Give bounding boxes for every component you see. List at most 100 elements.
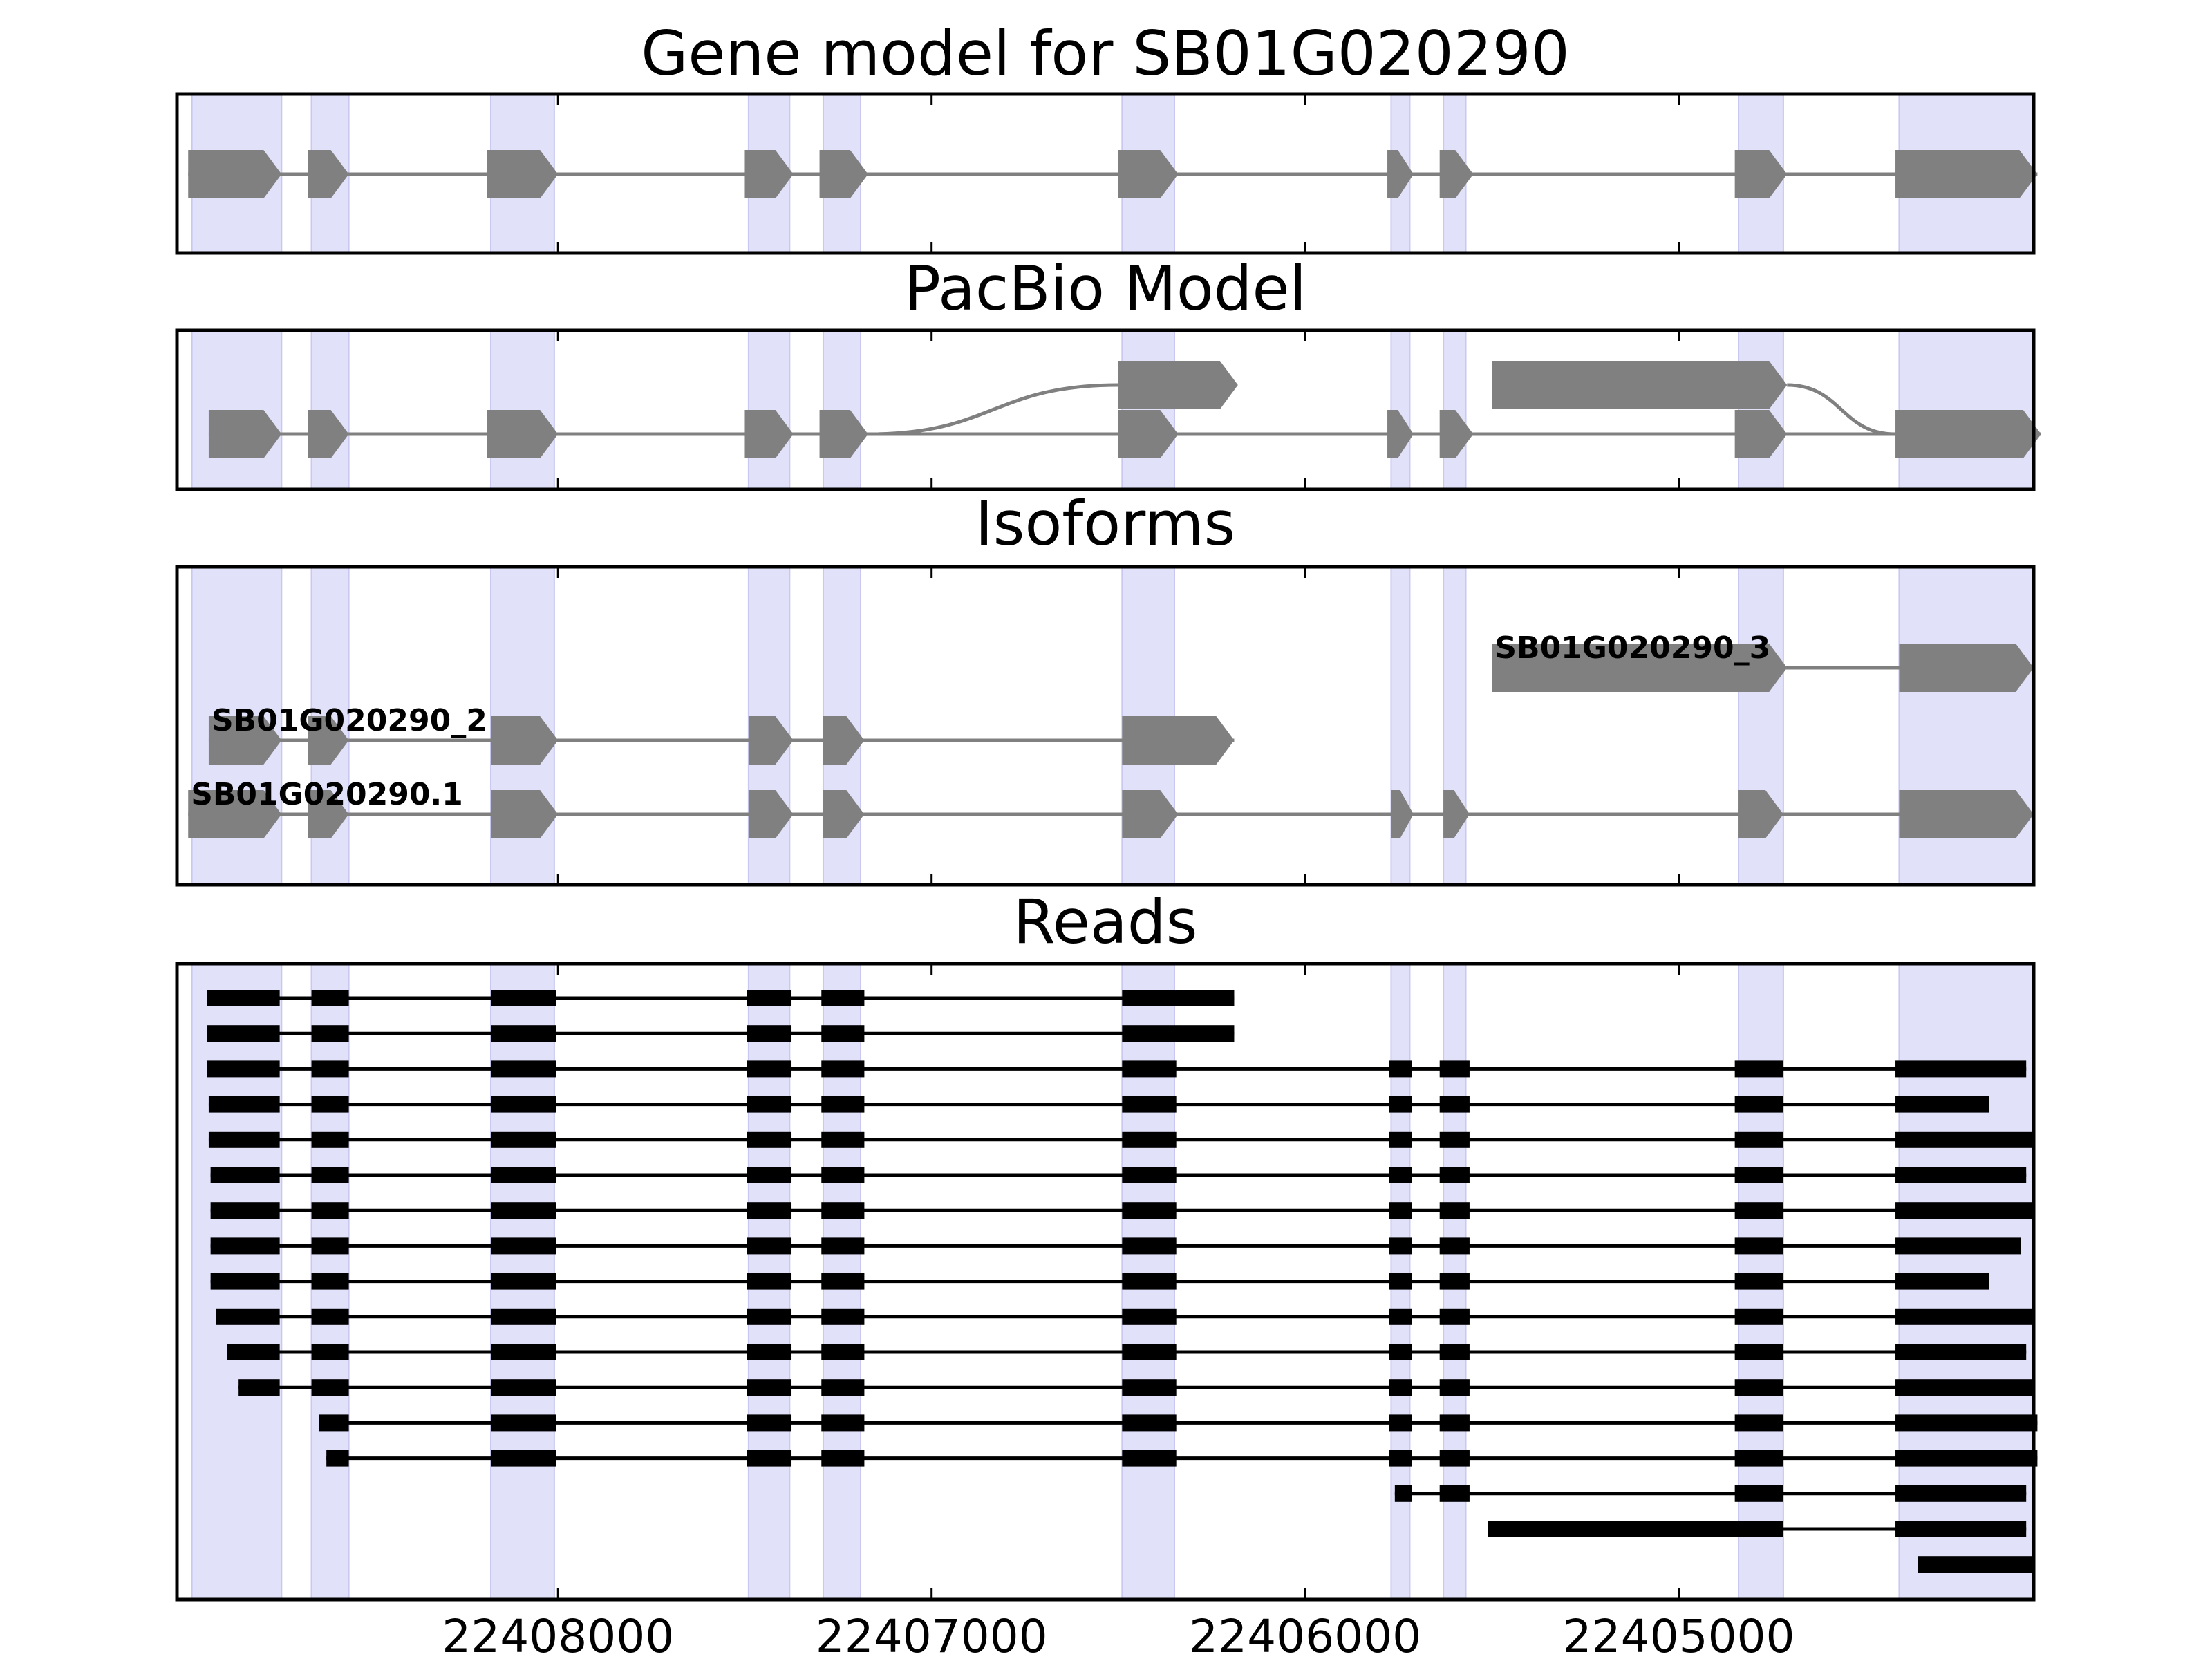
read-exon <box>490 1273 556 1290</box>
read-exon <box>747 1379 792 1396</box>
exon-block <box>744 150 794 198</box>
panel-frame <box>175 962 2036 1602</box>
read-exon <box>1895 1237 2021 1255</box>
read-exon <box>1389 1131 1412 1148</box>
read-exon <box>1394 1485 1412 1502</box>
exon-block <box>744 410 794 458</box>
read-exon <box>311 990 349 1006</box>
gene-feature: SB01G020290.1 <box>188 777 2034 838</box>
read-exon <box>747 1025 792 1042</box>
read-exon <box>216 1308 280 1325</box>
read-exon <box>210 1167 280 1183</box>
exon-block <box>1492 361 1788 409</box>
read-exon <box>490 1202 556 1219</box>
read-exon <box>238 1379 280 1396</box>
read-exon <box>1389 1237 1412 1255</box>
read-exon <box>1389 1167 1412 1183</box>
read-exon <box>821 1202 865 1219</box>
gene-feature <box>188 150 2038 198</box>
read-exon <box>311 1237 349 1255</box>
x-axis: 22408000 22407000 22406000 22405000 <box>442 1610 1794 1659</box>
x-tick-label: 22407000 <box>816 1610 1048 1659</box>
read-exon <box>747 1237 792 1255</box>
read <box>207 1025 1235 1042</box>
read-exon <box>490 1060 556 1078</box>
exon-block <box>490 790 559 838</box>
read-exon <box>1122 1379 1177 1396</box>
read-exon <box>1389 1096 1412 1113</box>
read-exon <box>490 1344 556 1360</box>
read-exon <box>210 1237 280 1255</box>
read-exon <box>1122 1308 1177 1325</box>
gene-feature: SB01G020290_2 <box>208 703 1235 765</box>
read-exon <box>1439 1344 1470 1360</box>
read-exon <box>1918 1556 2032 1573</box>
read-exon <box>1734 1379 1783 1396</box>
read-exon <box>1734 1344 1783 1360</box>
read-exon <box>1389 1308 1412 1325</box>
exon-block <box>1899 644 2034 692</box>
read <box>210 1167 2027 1183</box>
exon-block <box>487 410 559 458</box>
read-exon <box>311 1060 349 1078</box>
read <box>1394 1485 2027 1502</box>
read-exon <box>747 1096 792 1113</box>
read-exon <box>747 1202 792 1219</box>
read-exon <box>1895 1521 2027 1537</box>
isoform-label: SB01G020290.1 <box>191 777 463 812</box>
read-exon <box>1439 1202 1470 1219</box>
read-exon <box>207 1060 280 1078</box>
read-exon <box>1734 1096 1783 1113</box>
read-exon <box>1734 1308 1783 1325</box>
panel-1: PacBio Model <box>175 253 2041 491</box>
read-exon <box>490 1025 556 1042</box>
read-exon <box>821 1450 865 1467</box>
read-exon <box>747 1344 792 1360</box>
exon-block <box>308 790 349 838</box>
read-exon <box>1439 1308 1470 1325</box>
exon-block <box>1118 361 1238 409</box>
exon-block <box>487 150 559 198</box>
read-exon <box>1122 1273 1177 1290</box>
read-exon <box>747 1308 792 1325</box>
read-exon <box>227 1344 280 1360</box>
read-exon <box>821 1308 865 1325</box>
splice-connector <box>1787 383 1896 436</box>
read-exon <box>821 1273 865 1290</box>
read-exon <box>1895 1167 2027 1183</box>
read-exon <box>207 990 280 1006</box>
x-tick-label: 22406000 <box>1189 1610 1421 1659</box>
exon-block <box>1391 790 1414 838</box>
read <box>210 1202 2032 1219</box>
exon-block <box>1895 410 2041 458</box>
exon-block <box>1895 150 2038 198</box>
read-exon <box>311 1308 349 1325</box>
read-exon <box>747 990 792 1006</box>
read-exon <box>1122 1060 1177 1078</box>
read-exon <box>747 1450 792 1467</box>
read-exon <box>747 1060 792 1078</box>
read-exon <box>747 1131 792 1148</box>
read-exon <box>311 1273 349 1290</box>
read <box>207 990 1235 1006</box>
read-exon <box>1734 1167 1783 1183</box>
read-exon <box>208 1096 280 1113</box>
exon-block <box>1439 150 1474 198</box>
read-exon <box>1439 1379 1470 1396</box>
exon-block <box>748 790 794 838</box>
read-exon <box>1734 1237 1783 1255</box>
read-exon <box>311 1025 349 1042</box>
read-exon <box>490 1450 556 1467</box>
panel-0: Gene model for SB01G020290 <box>175 18 2038 255</box>
gene-feature <box>1492 361 1788 409</box>
read-exon <box>311 1379 349 1396</box>
read-exon <box>490 1308 556 1325</box>
read-exon <box>1895 1485 2027 1502</box>
read-exon <box>747 1167 792 1183</box>
read-exon <box>210 1273 280 1290</box>
read-exon <box>1439 1450 1470 1467</box>
read-exon <box>1389 1379 1412 1396</box>
read <box>207 1060 2027 1078</box>
read-exon <box>1895 1202 2032 1219</box>
panels-layer: Gene model for SB01G020290 PacBio Model Is… <box>175 18 2041 1602</box>
